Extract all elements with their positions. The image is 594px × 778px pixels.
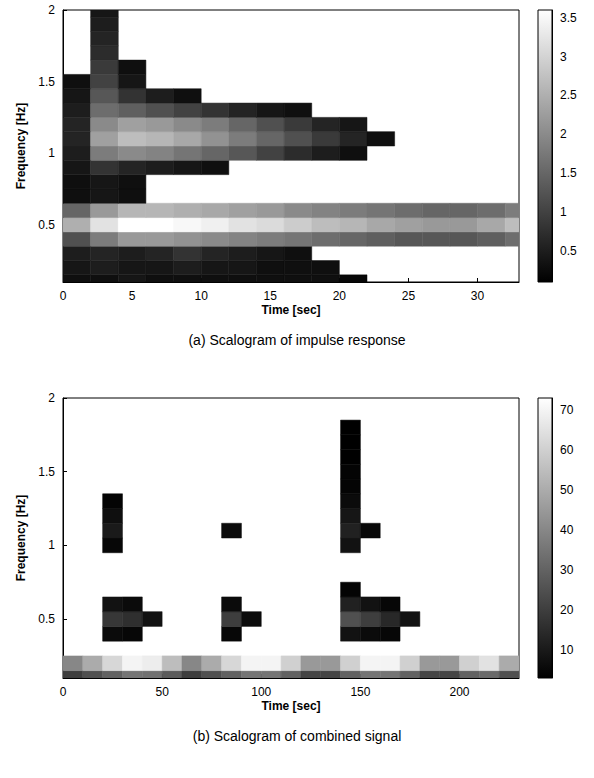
- svg-text:70: 70: [560, 403, 574, 417]
- svg-text:2: 2: [48, 3, 55, 17]
- svg-text:5: 5: [129, 289, 136, 303]
- svg-text:1: 1: [48, 146, 55, 160]
- svg-text:Time [sec]: Time [sec]: [261, 303, 320, 317]
- svg-text:(a) Scalogram of impulse respo: (a) Scalogram of impulse response: [188, 332, 405, 348]
- svg-text:3.5: 3.5: [560, 11, 577, 25]
- svg-text:50: 50: [560, 483, 574, 497]
- svg-text:0: 0: [60, 685, 67, 699]
- svg-text:2: 2: [560, 127, 567, 141]
- svg-text:15: 15: [264, 289, 278, 303]
- svg-text:10: 10: [560, 643, 574, 657]
- svg-text:150: 150: [350, 685, 370, 699]
- svg-text:30: 30: [560, 563, 574, 577]
- svg-text:0.5: 0.5: [38, 612, 55, 626]
- svg-text:1.5: 1.5: [38, 465, 55, 479]
- svg-text:Frequency [Hz]: Frequency [Hz]: [14, 103, 28, 190]
- svg-text:30: 30: [471, 289, 485, 303]
- svg-text:2.5: 2.5: [560, 88, 577, 102]
- svg-text:Frequency [Hz]: Frequency [Hz]: [14, 495, 28, 582]
- svg-text:3: 3: [560, 50, 567, 64]
- svg-text:0: 0: [60, 289, 67, 303]
- svg-text:0.5: 0.5: [38, 218, 55, 232]
- svg-text:1.5: 1.5: [560, 166, 577, 180]
- svg-text:20: 20: [333, 289, 347, 303]
- svg-text:1: 1: [48, 538, 55, 552]
- svg-text:2: 2: [48, 391, 55, 405]
- svg-text:1.5: 1.5: [38, 75, 55, 89]
- svg-text:0.5: 0.5: [560, 244, 577, 258]
- svg-text:60: 60: [560, 443, 574, 457]
- svg-text:20: 20: [560, 603, 574, 617]
- svg-text:25: 25: [402, 289, 416, 303]
- svg-text:100: 100: [251, 685, 271, 699]
- svg-text:10: 10: [195, 289, 209, 303]
- svg-text:40: 40: [560, 523, 574, 537]
- svg-text:Time [sec]: Time [sec]: [261, 699, 320, 713]
- svg-text:(b) Scalogram of combined sign: (b) Scalogram of combined signal: [193, 728, 402, 744]
- svg-text:50: 50: [155, 685, 169, 699]
- svg-text:200: 200: [450, 685, 470, 699]
- svg-text:1: 1: [560, 205, 567, 219]
